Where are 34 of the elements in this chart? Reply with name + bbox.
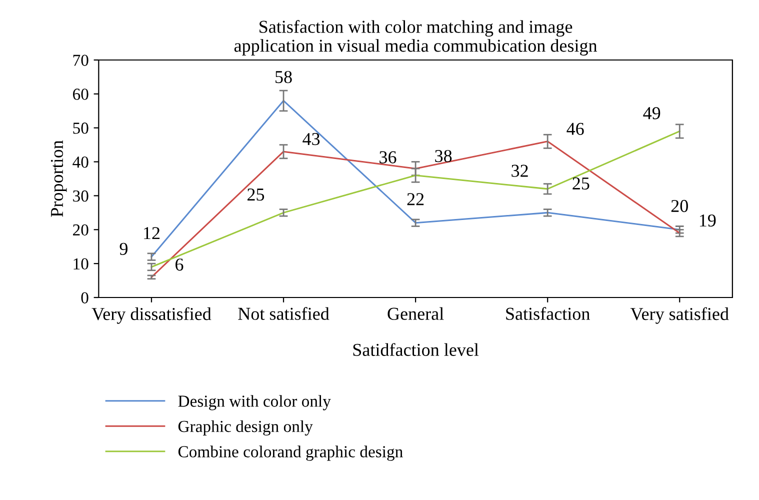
data-label: 12 [144, 227, 160, 240]
y-tick-label: 30 [73, 190, 88, 202]
x-tick-label: General [388, 307, 444, 320]
y-tick-label: 50 [73, 122, 88, 134]
data-label: 46 [566, 122, 584, 135]
data-label: 22 [407, 193, 424, 206]
data-label: 38 [435, 150, 452, 162]
data-label: 58 [276, 70, 292, 84]
data-label: 9 [120, 242, 128, 255]
data-label: 6 [176, 258, 184, 271]
data-label: 43 [302, 133, 320, 146]
x-axis-title: Satidfaction level [353, 343, 479, 356]
data-label: 36 [380, 151, 396, 164]
data-label: 49 [643, 107, 660, 120]
data-label: 32 [512, 164, 528, 177]
data-label: 25 [248, 188, 264, 201]
y-tick-label: 20 [73, 224, 88, 236]
legend-label: Design with color only [178, 395, 331, 410]
data-label: 25 [572, 177, 590, 190]
data-label: 20 [671, 200, 688, 212]
x-tick-label: Very dissatisfied [92, 307, 212, 324]
x-tick-label: Not satisfied [238, 307, 330, 320]
y-tick-label: 10 [74, 258, 88, 270]
y-axis-title: Proportion [50, 140, 67, 217]
y-tick-label: 40 [72, 156, 88, 168]
legend-label: Graphic design only [178, 420, 313, 436]
x-tick-label: Very satisfied [630, 307, 729, 324]
y-tick-label: 0 [81, 292, 88, 304]
x-tick-label: Satisfaction [506, 307, 590, 320]
y-tick-label: 60 [72, 88, 88, 100]
chart-title: Satisfaction with color matching and image application in visual media commubication design [234, 20, 598, 56]
legend-label: Combine colorand graphic design [178, 446, 403, 461]
data-label: 19 [700, 214, 716, 227]
y-tick-label: 70 [73, 54, 88, 66]
